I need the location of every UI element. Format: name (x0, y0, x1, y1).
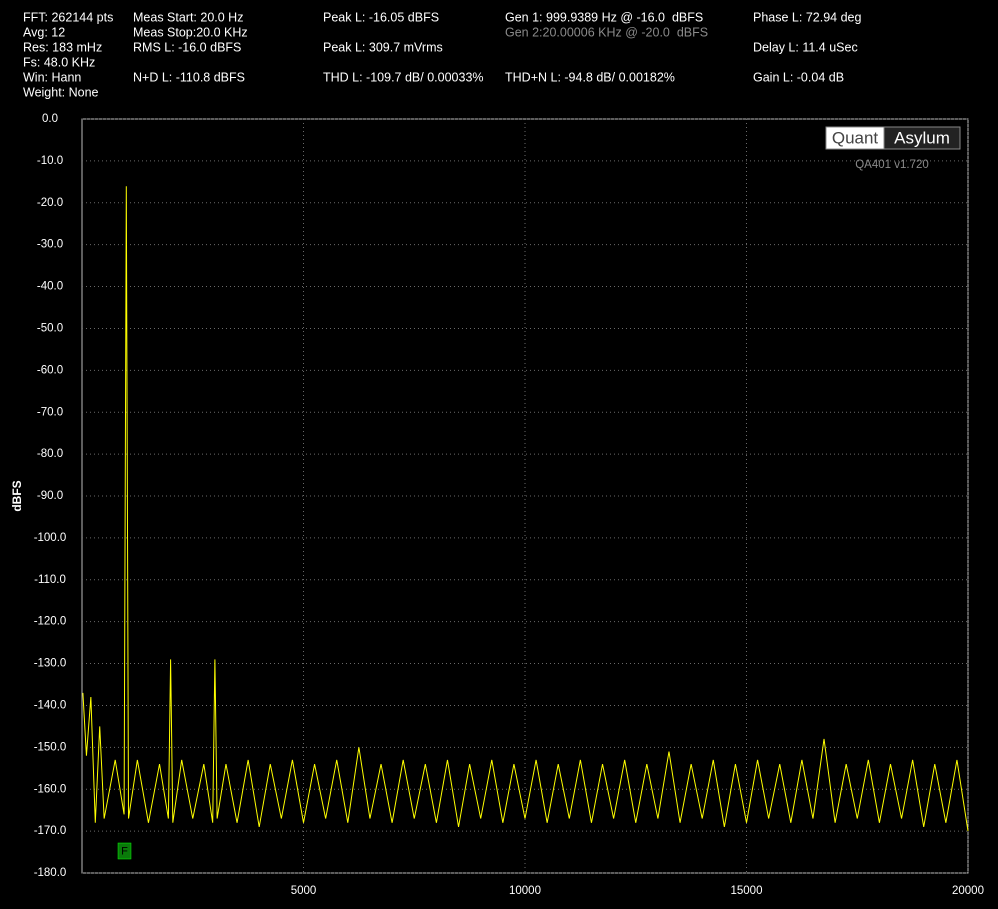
marker-box (117, 842, 132, 860)
y-tick-label: 0.0 (42, 113, 58, 125)
y-tick-label: -20.0 (37, 197, 63, 209)
header-text: Gen 2:20.00006 KHz @ -20.0 dBFS (505, 25, 708, 39)
logo-box (883, 126, 961, 150)
header-text: Delay L: 11.4 uSec (753, 40, 858, 54)
version-text: QA401 v1.720 (855, 159, 929, 171)
header-text: Res: 183 mHz (23, 40, 102, 54)
logo-text: Asylum (894, 128, 950, 147)
y-tick-label: -150.0 (34, 741, 67, 753)
header-text: Meas Start: 20.0 Hz (133, 10, 243, 24)
header-text: Avg: 12 (23, 25, 65, 39)
header-text: Fs: 48.0 KHz (23, 55, 95, 69)
y-tick-label: -100.0 (34, 532, 67, 544)
logo: Quant Asylum QA401 v1.720 (825, 126, 961, 171)
y-tick-label: -90.0 (37, 490, 63, 502)
x-tick-label: 15000 (731, 885, 763, 897)
y-tick-label: -50.0 (37, 322, 63, 334)
x-tick-label: 20000 (952, 885, 984, 897)
header-text: RMS L: -16.0 dBFS (133, 40, 241, 54)
x-tick-label: 10000 (509, 885, 541, 897)
y-tick-label: -110.0 (34, 574, 66, 586)
header: FFT: 262144 pts Avg: 12 Res: 183 mHz Fs:… (23, 10, 861, 99)
y-axis-label: dBFS (10, 480, 24, 511)
y-tick-label: -120.0 (34, 616, 67, 628)
header-text: Peak L: 309.7 mVrms (323, 40, 443, 54)
header-text: THD L: -109.7 dB/ 0.00033% (323, 70, 484, 84)
header-text: FFT: 262144 pts (23, 10, 113, 24)
marker-text: F (121, 845, 128, 857)
header-text: THD+N L: -94.8 dB/ 0.00182% (505, 70, 675, 84)
y-tick-label: -130.0 (34, 658, 67, 670)
logo-text: Quant (832, 128, 879, 147)
header-text: Phase L: 72.94 deg (753, 10, 861, 24)
y-tick-label: -170.0 (34, 825, 67, 837)
header-text: Win: Hann (23, 70, 81, 84)
y-tick-label: -180.0 (34, 867, 67, 879)
marker: F (117, 842, 132, 860)
x-tick-label: 5000 (291, 885, 317, 897)
header-text: Gen 1: 999.9389 Hz @ -16.0 dBFS (505, 10, 703, 24)
y-tick-label: -140.0 (34, 699, 67, 711)
plot-area: 0.0 -10.0 -20.0 -30.0 -40.0 -50.0 -60.0 -70.0 -8… (34, 113, 984, 897)
spectrum-line (82, 186, 969, 832)
y-tick-label: -160.0 (34, 783, 67, 795)
header-text: Meas Stop:20.0 KHz (133, 25, 248, 39)
header-text: Peak L: -16.05 dBFS (323, 10, 439, 24)
y-tick-label: -60.0 (37, 364, 63, 376)
header-text: N+D L: -110.8 dBFS (133, 70, 245, 84)
header-text: Weight: None (23, 85, 99, 99)
y-tick-label: -30.0 (37, 239, 63, 251)
y-tick-label: -80.0 (37, 448, 63, 460)
y-tick-label: -10.0 (37, 155, 63, 167)
y-tick-label: -70.0 (37, 406, 63, 418)
y-tick-label: -40.0 (37, 281, 63, 293)
header-text: Gain L: -0.04 dB (753, 70, 844, 84)
